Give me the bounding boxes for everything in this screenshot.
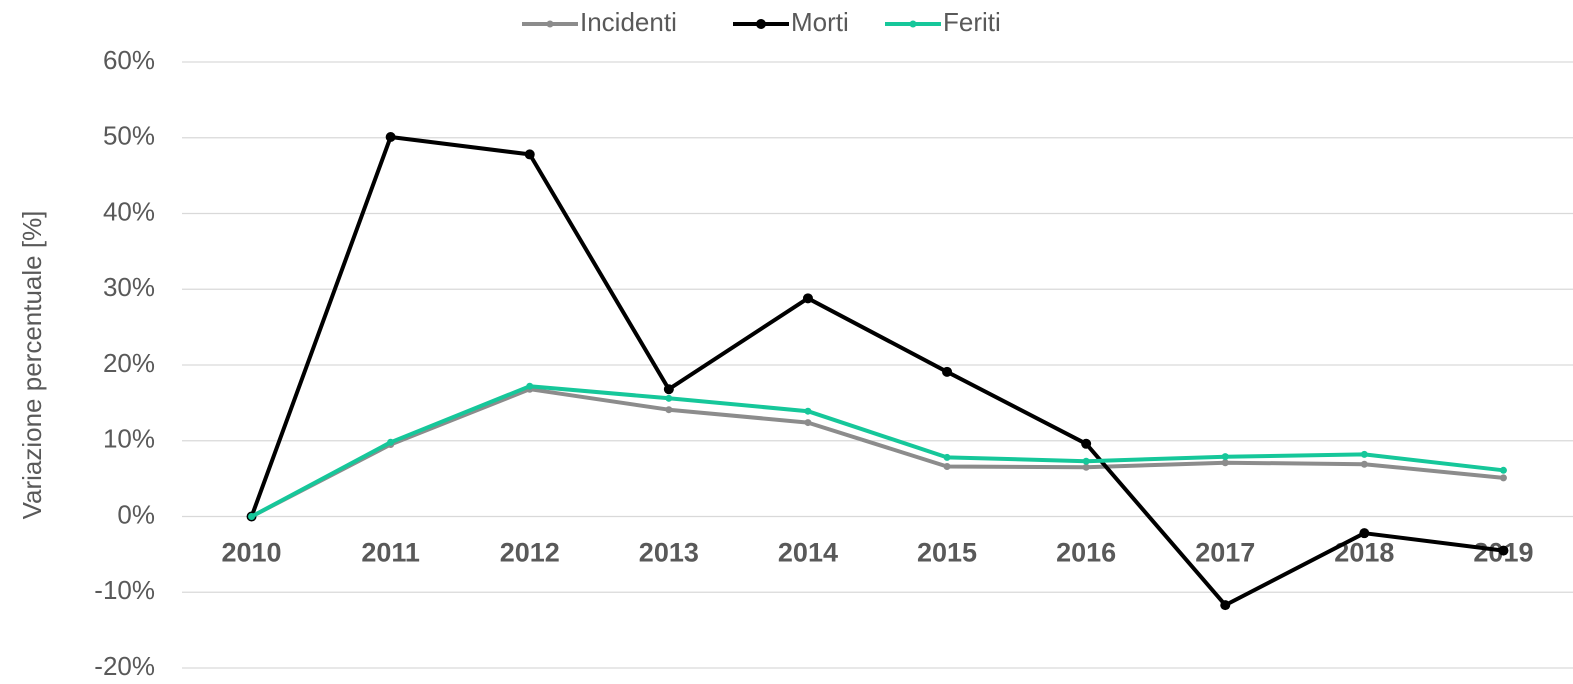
y-tick-label: -10% [94, 575, 155, 605]
point [1499, 466, 1507, 474]
x-tick-label: 2015 [917, 538, 977, 568]
x-tick-label: 2013 [639, 538, 699, 568]
legend-marker [909, 20, 917, 28]
y-tick-label: 0% [117, 499, 155, 529]
point [943, 463, 951, 471]
x-tick-label: 2014 [778, 538, 838, 568]
point [1360, 450, 1368, 458]
legend-marker [756, 19, 766, 29]
y-axis-label: Variazione percentuale [%] [17, 211, 47, 520]
x-tick-label: 2017 [1195, 538, 1255, 568]
y-tick-label: 60% [103, 45, 155, 75]
x-tick-label: 2010 [222, 538, 282, 568]
point [665, 406, 673, 414]
legend-label: Incidenti [580, 7, 677, 37]
point [1499, 474, 1507, 482]
point [1082, 463, 1090, 471]
point [1221, 459, 1229, 467]
point [802, 293, 813, 304]
point [942, 366, 953, 377]
x-tick-label: 2012 [500, 538, 560, 568]
point [524, 149, 535, 160]
y-tick-label: 50% [103, 121, 155, 151]
point [943, 453, 951, 461]
series-line [250, 387, 1504, 519]
series-line [249, 135, 1504, 608]
point [1360, 460, 1368, 468]
point [387, 438, 395, 446]
point [804, 407, 812, 415]
legend-marker [546, 20, 554, 28]
point [1359, 528, 1370, 539]
point [804, 419, 812, 427]
point [1082, 457, 1090, 465]
legend-label: Feriti [943, 7, 1001, 37]
legend-label: Morti [791, 7, 849, 37]
point [1081, 438, 1092, 449]
point [665, 394, 673, 402]
point [1220, 600, 1231, 611]
y-tick-label: -20% [94, 651, 155, 681]
point [1221, 453, 1229, 461]
y-tick-label: 40% [103, 196, 155, 226]
y-tick-label: 20% [103, 348, 155, 378]
x-tick-label: 2016 [1056, 538, 1116, 568]
point [663, 384, 674, 395]
point [526, 382, 534, 390]
x-tick-label: 2011 [361, 538, 420, 568]
point [1498, 545, 1509, 556]
point [385, 131, 396, 142]
y-tick-label: 30% [103, 272, 155, 302]
series-line [250, 384, 1504, 519]
point [248, 513, 256, 520]
y-tick-label: 10% [103, 424, 155, 454]
